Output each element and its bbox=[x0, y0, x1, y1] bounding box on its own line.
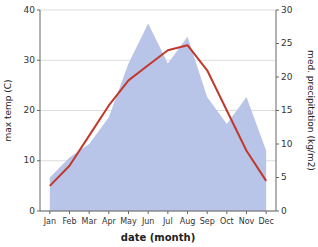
x-tick bbox=[69, 211, 70, 214]
precipitation-area bbox=[50, 23, 266, 211]
y-tick bbox=[37, 60, 40, 61]
x-tick bbox=[108, 211, 109, 214]
x-tick bbox=[266, 211, 267, 214]
x-tick-label: Jun bbox=[141, 217, 155, 226]
y2-tick-label: 15 bbox=[281, 105, 292, 115]
y-tick bbox=[37, 110, 40, 111]
y2-tick-label: 0 bbox=[281, 206, 287, 216]
x-tick-label: Aug bbox=[180, 217, 196, 226]
y2-tick bbox=[276, 77, 279, 78]
x-tick-label: Feb bbox=[62, 217, 76, 226]
y2-tick bbox=[276, 43, 279, 44]
y2-tick bbox=[276, 177, 279, 178]
x-tick bbox=[49, 211, 50, 214]
y2-axis-label: med. precipitation (kg/m2) bbox=[306, 50, 316, 171]
chart: 0 10 20 30 40 0 5 10 15 20 25 30 Jan Feb Mar AprMay Jun J… bbox=[0, 0, 318, 247]
x-tick-label: Jul bbox=[162, 217, 173, 226]
y-axis-label: max temp (C) bbox=[3, 79, 13, 141]
y2-tick-label: 5 bbox=[281, 172, 287, 182]
x-tick-label: Nov bbox=[239, 217, 255, 226]
y-tick-label: 40 bbox=[24, 5, 36, 15]
y2-tick bbox=[276, 110, 279, 111]
x-tick bbox=[226, 211, 227, 214]
y2-tick bbox=[276, 144, 279, 145]
x-tick-label: Jan bbox=[43, 217, 56, 226]
y2-tick-label: 30 bbox=[281, 5, 293, 15]
x-tick bbox=[207, 211, 208, 214]
axes: 0 10 20 30 40 0 5 10 15 20 25 30 Jan Feb Mar AprMay Jun J… bbox=[24, 5, 293, 227]
x-tick bbox=[167, 211, 168, 214]
x-tick-label: Oct bbox=[220, 217, 234, 226]
plot-area bbox=[50, 23, 266, 211]
x-tick bbox=[89, 211, 90, 214]
y-tick bbox=[37, 10, 40, 11]
x-tick bbox=[187, 211, 188, 214]
x-tick bbox=[128, 211, 129, 214]
y2-tick-label: 25 bbox=[281, 38, 292, 48]
x-tick-label: Apr bbox=[102, 217, 117, 226]
y-tick-label: 20 bbox=[24, 105, 36, 115]
y-tick-label: 10 bbox=[24, 155, 36, 165]
y-tick bbox=[37, 160, 40, 161]
y-tick-label: 30 bbox=[24, 55, 36, 65]
x-tick-label: May bbox=[120, 217, 137, 226]
y2-tick-label: 20 bbox=[281, 72, 293, 82]
x-tick-label: Dec bbox=[258, 217, 273, 226]
y2-tick bbox=[276, 10, 279, 11]
x-tick bbox=[148, 211, 149, 214]
x-axis-label: date (month) bbox=[121, 232, 195, 243]
temperature-line bbox=[50, 45, 266, 186]
grid-line bbox=[40, 211, 276, 212]
x-tick bbox=[246, 211, 247, 214]
y2-tick-label: 10 bbox=[281, 139, 293, 149]
x-axis-line bbox=[40, 211, 276, 212]
x-tick-label: Mar bbox=[82, 217, 98, 226]
grid bbox=[40, 10, 276, 211]
y-tick-label: 0 bbox=[29, 206, 35, 216]
grid-line bbox=[40, 10, 276, 11]
y2-tick bbox=[276, 211, 279, 212]
y-tick bbox=[37, 211, 40, 212]
x-tick-label: Sep bbox=[200, 217, 215, 226]
